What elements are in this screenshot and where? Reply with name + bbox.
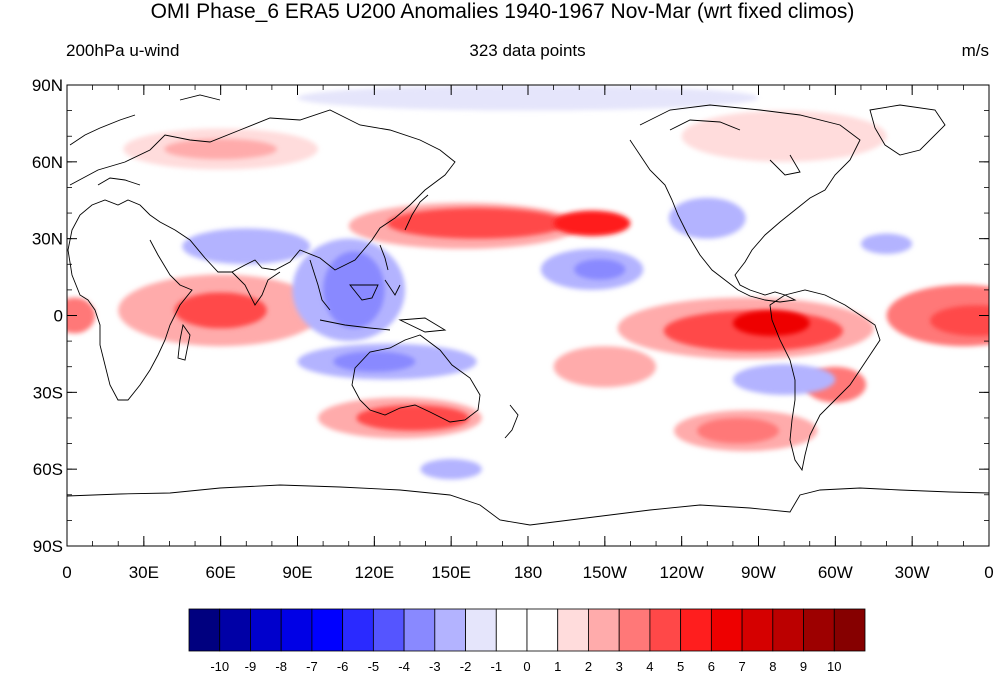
colorbar-swatch <box>219 608 251 652</box>
anomaly-region <box>174 292 267 329</box>
colorbar-swatch <box>311 608 344 652</box>
anomaly-region <box>420 458 482 480</box>
colorbar-label: -2 <box>460 659 472 674</box>
colorbar-swatch <box>803 608 835 652</box>
anomaly-region <box>732 310 810 336</box>
colorbar-label: 7 <box>738 659 745 674</box>
colorbar-label: -9 <box>245 659 257 674</box>
colorbar-swatch <box>710 608 743 652</box>
colorbar-swatch <box>649 608 682 652</box>
x-tick-label: 150W <box>583 563 627 582</box>
colorbar-label: 1 <box>554 659 561 674</box>
colorbar-swatch <box>465 608 497 652</box>
colorbar-label: 9 <box>800 659 807 674</box>
anomaly-region <box>668 197 746 239</box>
colorbar-label: 8 <box>769 659 776 674</box>
colorbar-swatch <box>557 608 589 652</box>
colorbar-label: -8 <box>275 659 287 674</box>
anomaly-region <box>553 346 657 388</box>
colorbar-label: 5 <box>677 659 684 674</box>
anomaly-region <box>697 417 779 444</box>
colorbar-label: -6 <box>337 659 349 674</box>
colorbar-swatch <box>372 608 405 652</box>
colorbar-swatch <box>588 608 620 652</box>
y-tick-label: 60S <box>33 460 63 479</box>
colorbar-swatch <box>250 608 282 652</box>
colorbar-swatch <box>495 608 528 652</box>
x-tick-label: 150E <box>431 563 471 582</box>
x-tick-label: 60W <box>818 563 853 582</box>
colorbar-label: 10 <box>827 659 841 674</box>
anomaly-region <box>732 364 836 395</box>
y-tick-label: 0 <box>54 307 63 326</box>
colorbar-swatch <box>434 608 466 652</box>
x-tick-label: 30W <box>895 563 930 582</box>
map-axes: 90N 60N 30N 0 30S 60S 90S 0 30E 60E 90E 120E 150E 180… <box>32 76 994 582</box>
colorbar-label: 0 <box>523 659 530 674</box>
anomaly-region <box>67 297 96 334</box>
x-tick-label: 0 <box>62 563 71 582</box>
colorbar-label: 3 <box>616 659 623 674</box>
anomaly-shading <box>67 85 989 480</box>
y-tick-label: 60N <box>32 153 63 172</box>
map-title: OMI Phase_6 ERA5 U200 Anomalies 1940-196… <box>150 0 855 23</box>
x-tick-label: 120W <box>659 563 703 582</box>
colorbar-label: -5 <box>368 659 380 674</box>
colorbar-swatch <box>526 608 559 652</box>
anomaly-region <box>297 85 759 111</box>
units-label: m/s <box>961 41 989 60</box>
colorbar-label: -3 <box>429 659 441 674</box>
y-tick-label: 90N <box>32 76 63 95</box>
x-tick-label: 90W <box>741 563 776 582</box>
coastlines <box>67 94 989 526</box>
y-tick-label: 30N <box>32 230 63 249</box>
colorbar-swatch <box>772 608 804 652</box>
x-tick-label: 90E <box>282 563 312 582</box>
anomaly-region <box>333 351 416 372</box>
colorbar-swatch <box>280 608 313 652</box>
anomaly-region <box>681 110 887 162</box>
anomaly-region <box>930 305 989 336</box>
x-tick-label: 0 <box>984 563 993 582</box>
colorbar-label: -1 <box>490 659 502 674</box>
colorbar-label: 4 <box>646 659 653 674</box>
colorbar-swatch <box>188 608 221 652</box>
colorbar-swatch <box>833 608 866 652</box>
anomaly-region <box>860 233 913 255</box>
colorbar-label: 2 <box>585 659 592 674</box>
colorbar-label: -7 <box>306 659 318 674</box>
colorbar-swatch <box>403 608 436 652</box>
anomaly-region <box>574 259 626 280</box>
colorbar: -10 -9 -8 -7 -6 -5 -4 -3 -2 -1 0 1 2 3 4 5 6 7 8 9 10 <box>188 608 866 674</box>
anomaly-region <box>553 210 631 237</box>
anomaly-region <box>356 405 470 431</box>
colorbar-swatch <box>741 608 774 652</box>
colorbar-swatch <box>342 608 374 652</box>
x-tick-label: 180 <box>514 563 542 582</box>
anomaly-region <box>182 228 311 265</box>
anomaly-region <box>164 138 278 160</box>
colorbar-label: 6 <box>708 659 715 674</box>
colorbar-swatch <box>618 608 651 652</box>
colorbar-label: -4 <box>398 659 410 674</box>
data-points-label: 323 data points <box>469 41 586 60</box>
x-tick-label: 120E <box>354 563 394 582</box>
x-tick-label: 30E <box>129 563 159 582</box>
x-tick-label: 60E <box>206 563 236 582</box>
y-tick-label: 30S <box>33 383 63 402</box>
colorbar-swatch <box>680 608 712 652</box>
anomaly-region <box>387 207 567 239</box>
y-tick-label: 90S <box>33 537 63 556</box>
variable-label: 200hPa u-wind <box>66 41 180 60</box>
colorbar-label: -10 <box>210 659 229 674</box>
